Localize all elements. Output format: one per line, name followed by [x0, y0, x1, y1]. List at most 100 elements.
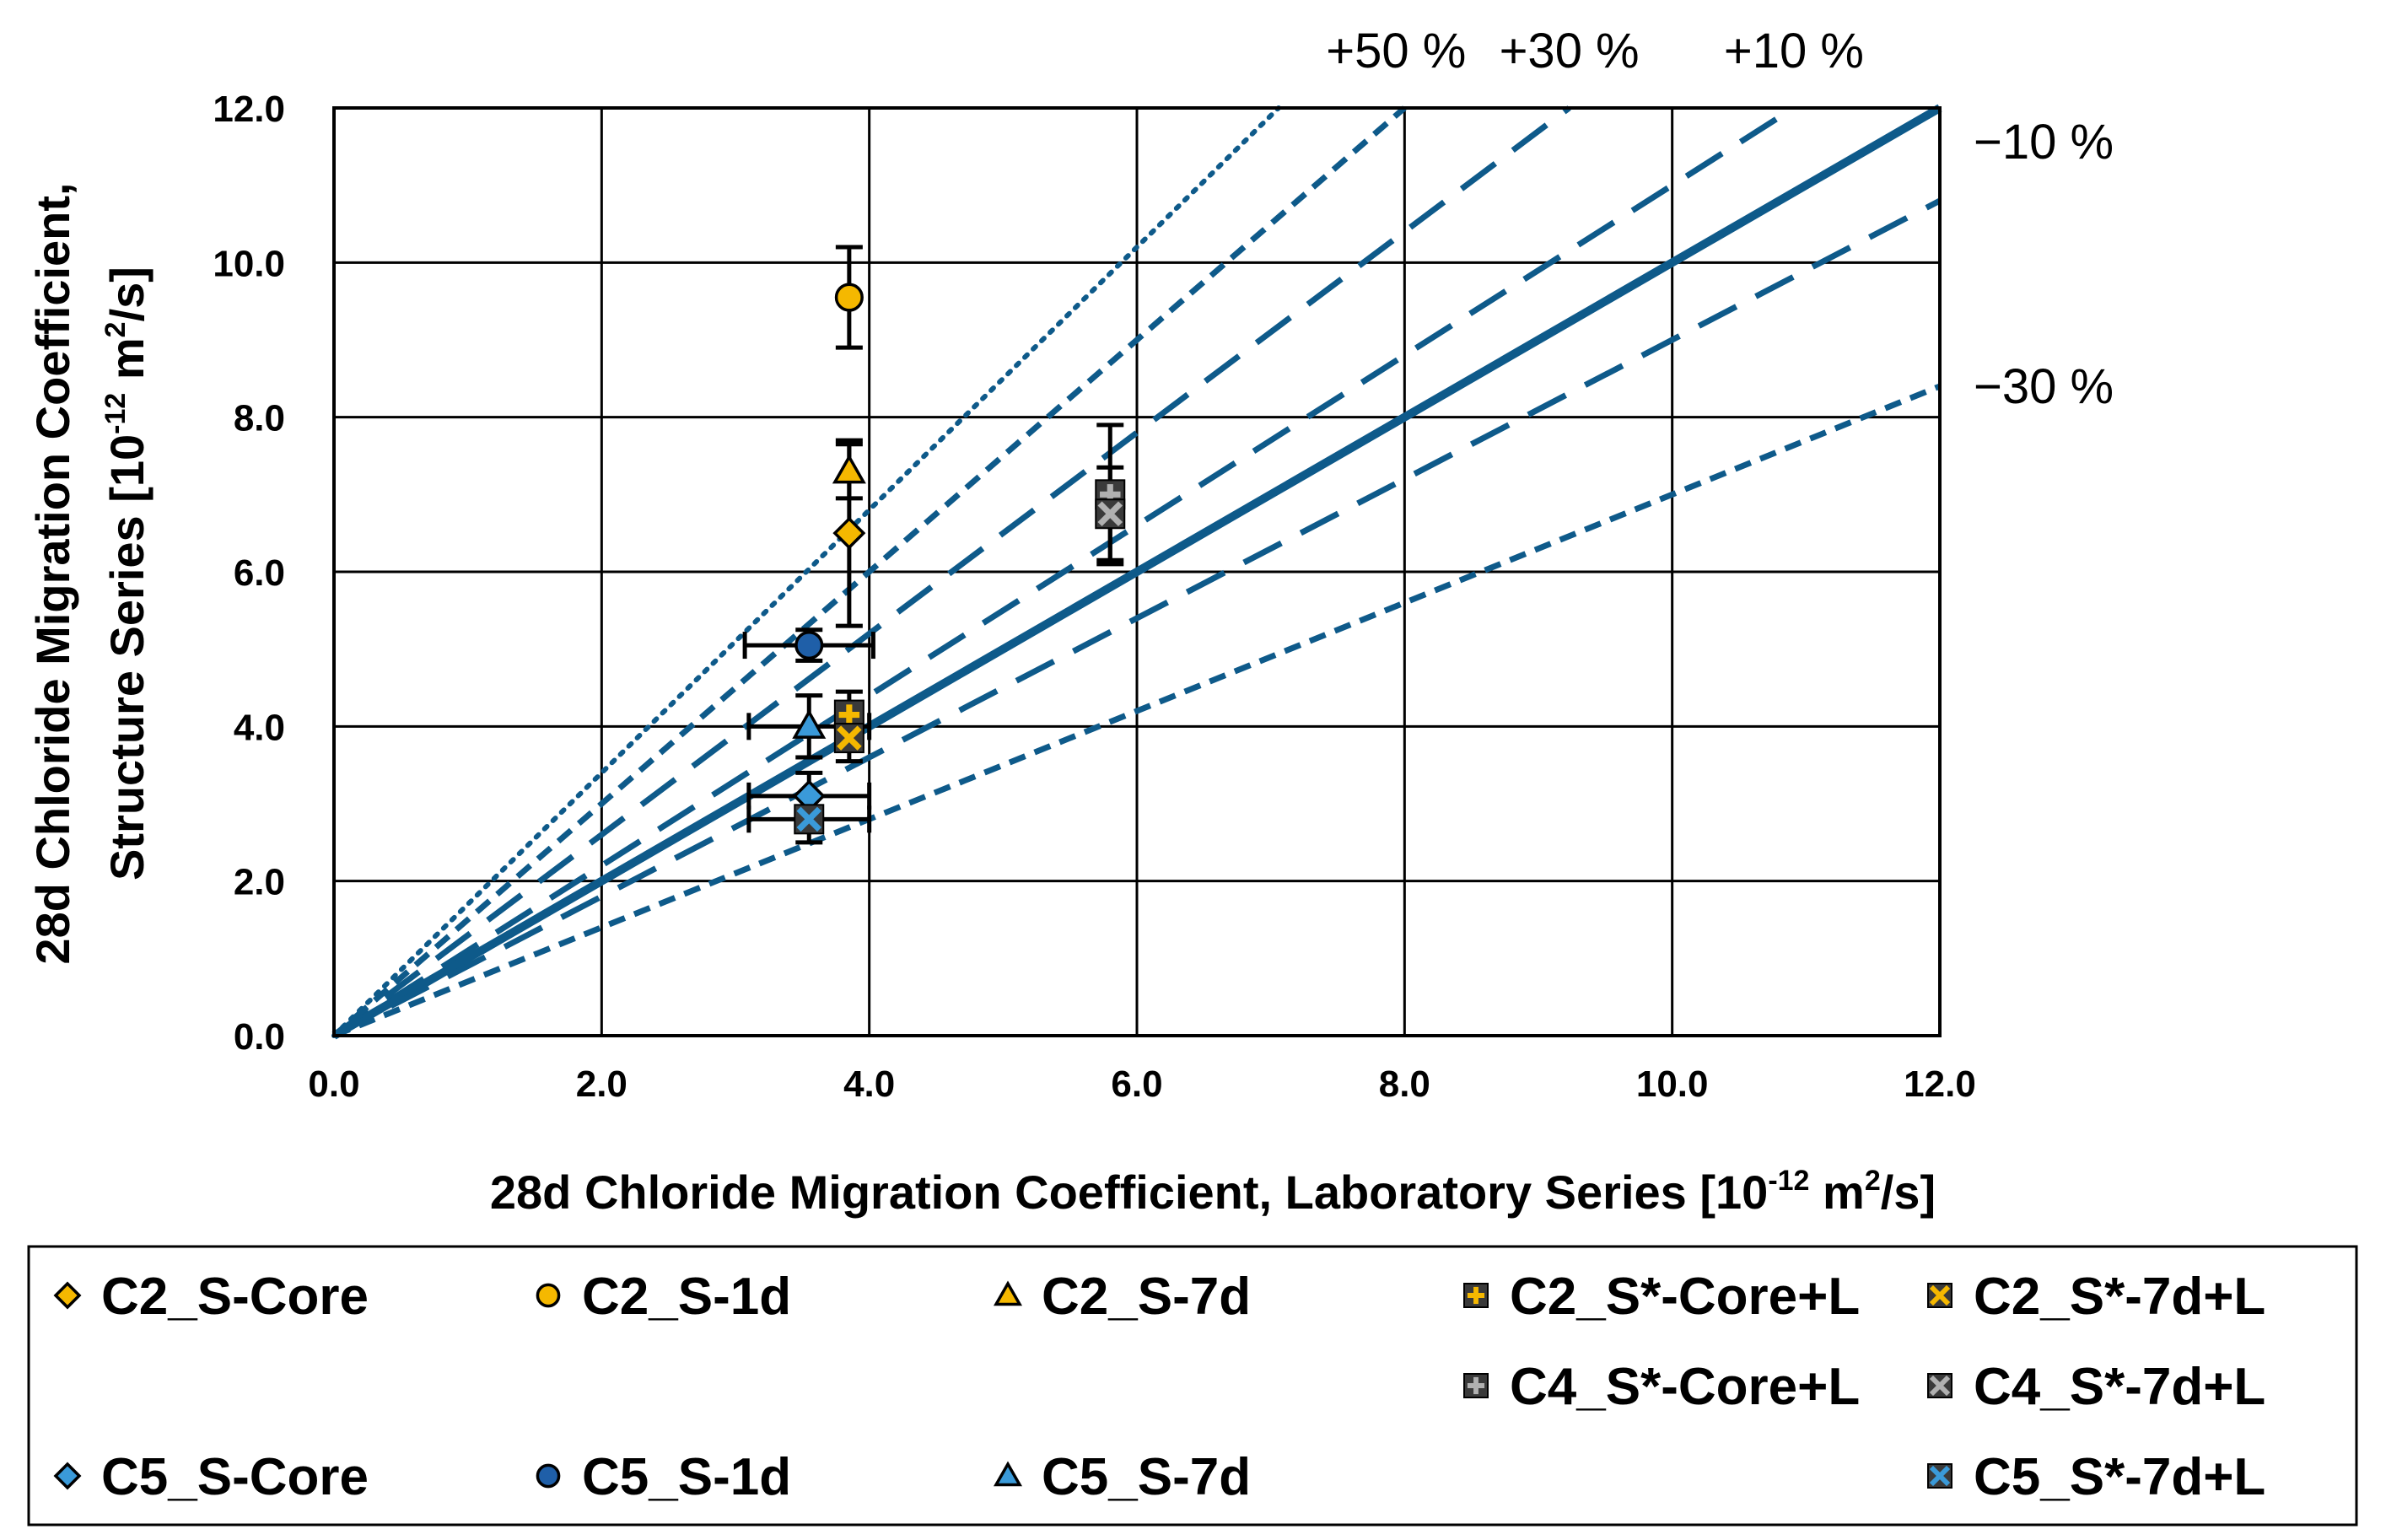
legend-label: C2_S-Core	[101, 1268, 369, 1326]
x-tick-label: 8.0	[1379, 1063, 1430, 1105]
reference-lines	[331, 104, 1942, 1040]
legend-label: C2_S-1d	[582, 1268, 791, 1326]
deviation-label: +50 %	[1326, 24, 1466, 78]
x-marker-stroke	[1929, 1375, 1951, 1397]
legend-marker	[993, 1461, 1023, 1487]
legend-marker	[53, 1281, 82, 1310]
circle-marker-shape	[536, 1463, 561, 1489]
data-markers	[792, 283, 1126, 835]
circle-marker-shape	[794, 631, 824, 660]
legend-label: C4_S*-7d+L	[1974, 1358, 2265, 1416]
legend-label: C2_S-7d	[1042, 1268, 1251, 1326]
y-axis-title-line2: Structure Series [10-12 m2/s]	[100, 267, 154, 880]
x-tick-label: 0.0	[308, 1063, 359, 1105]
y-tick-label: 2.0	[234, 862, 285, 903]
reference-line	[332, 197, 1942, 1039]
triangle-marker-shape	[792, 708, 827, 739]
y-axis-title-end: /s]	[100, 267, 154, 321]
deviation-label: +30 %	[1500, 24, 1640, 78]
plot-area-frame	[332, 106, 1942, 1037]
legend-marker	[993, 1280, 1023, 1306]
diamond-marker-shape	[53, 1462, 82, 1490]
legend-marker	[1927, 1463, 1952, 1489]
x-marker-stroke	[1097, 501, 1123, 527]
tick-labels: 0.0 2.0 4.0 6.0 8.0 10.0 12.0 0.0 2.0 4.0 6.0 8.0 10…	[213, 89, 1975, 1105]
legend-item: C2_S*-Core+L	[1463, 1268, 1860, 1326]
deviation-label: −10 %	[1974, 115, 2114, 170]
deviation-label: −30 %	[1974, 359, 2114, 414]
legend-marker	[53, 1462, 82, 1490]
y-tick-label: 12.0	[213, 89, 285, 130]
data-point-c2-s-7d	[832, 454, 866, 484]
legend-marker	[1927, 1283, 1952, 1308]
x-axis-title: 28d Chloride Migration Coefficient, Labo…	[490, 1165, 1936, 1219]
x-marker-stroke	[1929, 1284, 1951, 1306]
data-point-c5-s-7d	[792, 708, 827, 739]
diamond-marker-shape	[53, 1281, 82, 1310]
data-point-c5-s-7d-l	[794, 804, 825, 835]
legend-marker	[1463, 1283, 1489, 1308]
y-tick-label: 0.0	[234, 1016, 285, 1058]
x-tick-label: 6.0	[1111, 1063, 1162, 1105]
legend-item: C5_S-Core	[53, 1448, 369, 1506]
legend-item: C4_S*-7d+L	[1927, 1358, 2265, 1416]
legend-marker	[1927, 1373, 1952, 1398]
legend-label: C4_S*-Core+L	[1510, 1358, 1860, 1416]
y-tick-label: 8.0	[234, 398, 285, 439]
legend-item: C5_S*-7d+L	[1927, 1448, 2265, 1506]
x-axis-title-unit: m	[1809, 1166, 1864, 1219]
deviation-labels: +50 % +30 % +10 % −10 % −30 %	[1326, 24, 2114, 414]
data-point-c2-s-core	[832, 516, 866, 550]
legend-item: C2_S-7d	[993, 1268, 1251, 1326]
legend-label: C2_S*-7d+L	[1974, 1268, 2265, 1326]
x-marker-stroke	[796, 806, 822, 832]
legend-frame	[27, 1245, 2358, 1527]
data-point-c2-s-7d-l	[833, 723, 864, 754]
x-tick-label: 10.0	[1636, 1063, 1709, 1105]
y-axis-title-line1: 28d Chloride Migration Coefficient,	[26, 182, 79, 964]
legend-label: C5_S-1d	[582, 1448, 791, 1506]
y-axis-title-sup: -12	[100, 393, 132, 434]
legend-marker	[536, 1463, 561, 1489]
data-point-c2-s-1d	[834, 283, 864, 312]
y-axis-title: 28d Chloride Migration Coefficient, Stru…	[26, 182, 154, 964]
reference-line	[332, 105, 1796, 1038]
reference-line	[331, 105, 1407, 1038]
x-axis-title-sup2: 2	[1865, 1165, 1881, 1197]
x-axis-title-sup: -12	[1768, 1165, 1809, 1197]
legend-item: C5_S-1d	[536, 1448, 791, 1506]
circle-marker-shape	[834, 283, 864, 312]
y-tick-label: 4.0	[234, 707, 285, 748]
reference-line	[331, 105, 1281, 1038]
data-point-c4-s-7d-l	[1095, 498, 1126, 530]
reference-line	[332, 383, 1942, 1039]
reference-line	[331, 105, 1571, 1038]
x-tick-label: 12.0	[1904, 1063, 1976, 1105]
x-tick-label: 4.0	[843, 1063, 895, 1105]
y-axis-title-line2-text: Structure Series [10	[100, 434, 154, 880]
legend-label: C5_S-Core	[101, 1448, 369, 1506]
legend-item: C2_S*-7d+L	[1927, 1268, 2265, 1326]
x-axis-title-text: 28d Chloride Migration Coefficient, Labo…	[490, 1166, 1768, 1219]
legend-label: C5_S*-7d+L	[1974, 1448, 2265, 1506]
legend-label: C2_S*-Core+L	[1510, 1268, 1860, 1326]
legend-item: C2_S-Core	[53, 1268, 369, 1326]
legend-item: C5_S-7d	[993, 1448, 1251, 1506]
y-axis-title-sup2: 2	[100, 321, 132, 337]
deviation-label: +10 %	[1724, 24, 1864, 78]
legend: C2_S-Core C2_S-1d C2_S-7d C2_S*-Core+L C2_S*…	[27, 1245, 2358, 1527]
legend-item: C2_S-1d	[536, 1268, 791, 1326]
y-tick-label: 6.0	[234, 552, 285, 594]
legend-item: C4_S*-Core+L	[1463, 1358, 1860, 1416]
triangle-marker-shape	[993, 1280, 1023, 1306]
x-tick-label: 2.0	[576, 1063, 627, 1105]
triangle-marker-shape	[993, 1461, 1023, 1487]
circle-marker-shape	[536, 1283, 561, 1308]
triangle-marker-shape	[832, 454, 866, 484]
x-marker-stroke	[1929, 1465, 1951, 1487]
y-tick-label: 10.0	[213, 243, 285, 284]
legend-marker	[536, 1283, 561, 1308]
y-axis-title-unit: m	[100, 337, 154, 392]
